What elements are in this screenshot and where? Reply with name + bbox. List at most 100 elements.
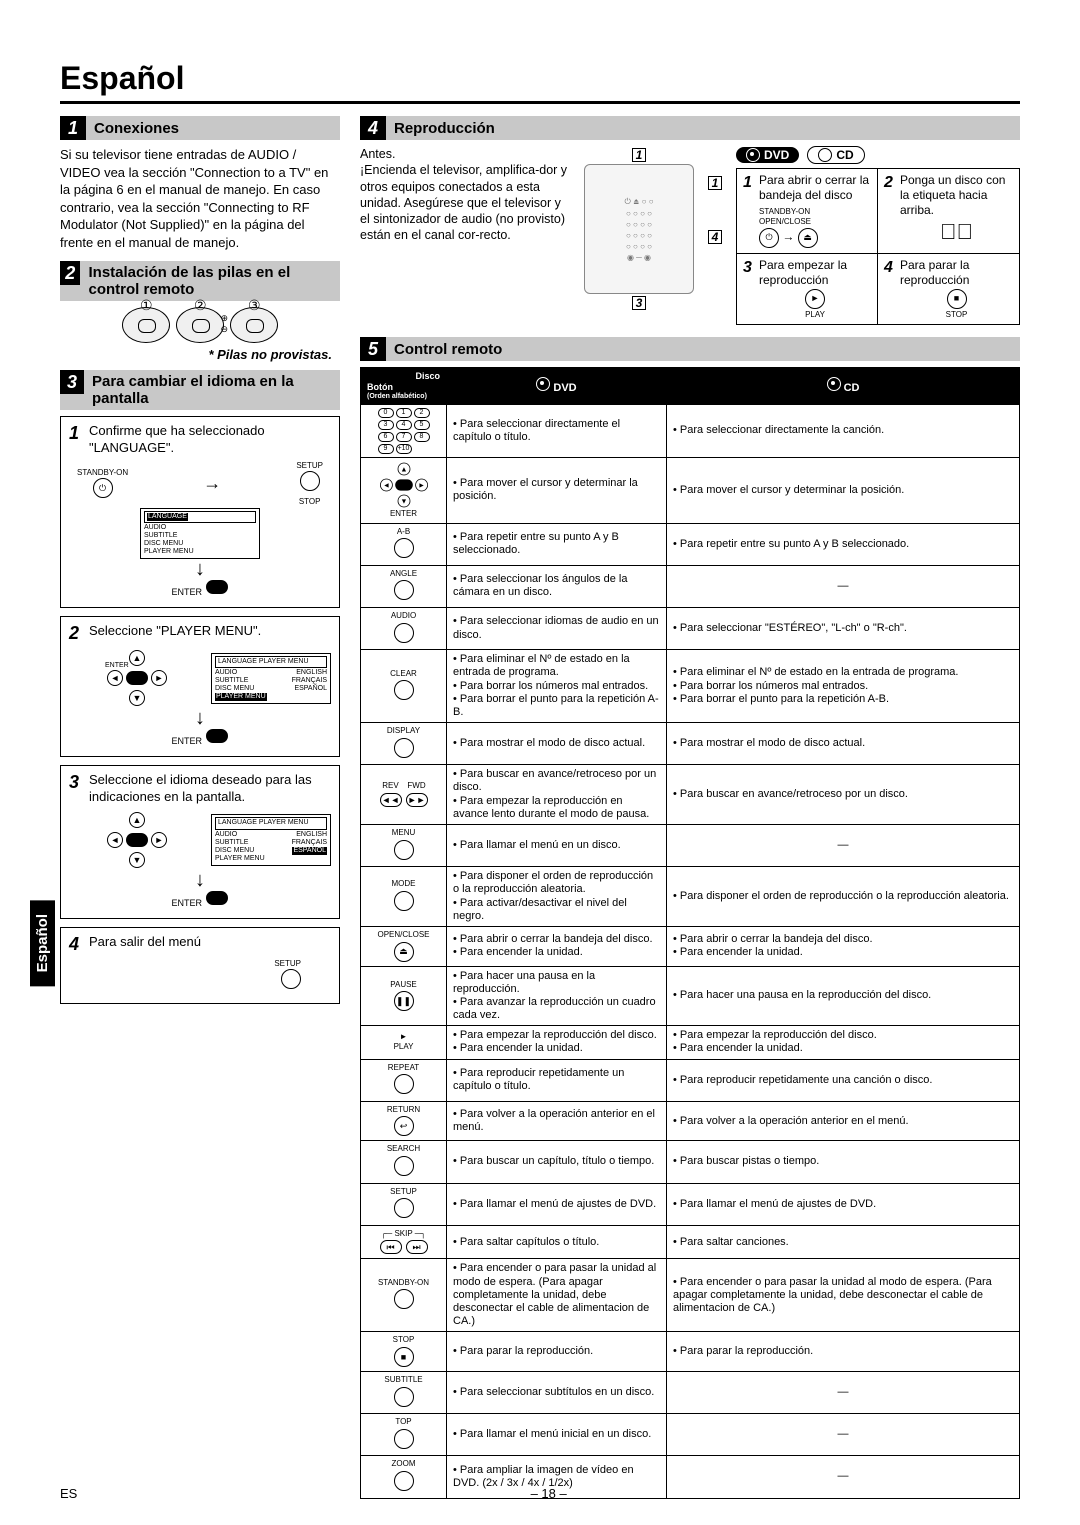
setup-label: SETUP [296, 461, 323, 470]
step-2: 2 Seleccione "PLAYER MENU". ▲▼◄► ENTER L… [60, 616, 340, 757]
stop-icon: ■ [947, 289, 967, 309]
g3n: 3 [743, 258, 755, 278]
button-cell: OPEN/CLOSE⏏ [361, 926, 447, 966]
th-dvd-icon [536, 377, 550, 391]
cd-cell: • Para hacer una pausa en la reproducció… [667, 966, 1020, 1026]
table-row: SEARCH• Para buscar un capítulo, título … [361, 1141, 1020, 1183]
dvd-cell: • Para hacer una pausa en la reproducció… [447, 966, 667, 1026]
step-3: 3 Seleccione el idioma deseado para las … [60, 765, 340, 919]
menu-audio: AUDIO [144, 524, 256, 532]
cd-cell: • Para eliminar el Nº de estado en la en… [667, 650, 1020, 723]
dvd-cell: • Para mover el cursor y determinar la p… [447, 457, 667, 523]
dvd-cell: • Para seleccionar subtítulos en un disc… [447, 1371, 667, 1413]
dvd-cell: • Para abrir o cerrar la bandeja del dis… [447, 926, 667, 966]
setup-button-icon [300, 471, 320, 491]
button-cell: RETURN↩ [361, 1101, 447, 1141]
cd-cell: • Para disponer el orden de reproducción… [667, 867, 1020, 927]
dvd-cell: • Para volver a la operación anterior en… [447, 1101, 667, 1141]
button-cell: ►PLAY [361, 1026, 447, 1059]
disc-icon [746, 148, 760, 162]
footer: ES – 18 – [60, 1486, 1020, 1501]
menu-discmenu: DISC MENU [144, 540, 256, 548]
standby-icon: ⏻ [759, 228, 779, 248]
arrow-down-icon-3: ↓ [69, 872, 331, 888]
footer-left: ES [60, 1486, 77, 1501]
open-icon: ⏏ [798, 228, 818, 248]
standby-label: STANDBY-ON [77, 468, 128, 477]
dvd-cell: • Para saltar capítulos o título. [447, 1225, 667, 1259]
g1n: 1 [743, 173, 755, 193]
section-4-num: 4 [360, 116, 386, 140]
table-row: AUDIO• Para seleccionar idiomas de audio… [361, 607, 1020, 649]
dvd-cell: • Para seleccionar idiomas de audio en u… [447, 607, 667, 649]
cd-cell: • Para llamar el menú de ajustes de DVD. [667, 1183, 1020, 1225]
remote-graphic: ⏻ ⏏ ○ ○ ○ ○ ○ ○ ○ ○ ○ ○ ○ ○ ○ ○ ○ ○ ○ ○ … [584, 164, 694, 294]
enter-label-3: ENTER [171, 898, 202, 908]
menu-screen-3: LANGUAGE PLAYER MENU AUDIOENGLISH SUBTIT… [211, 814, 331, 865]
step-3-num: 3 [69, 772, 83, 793]
table-row: CLEAR• Para eliminar el Nº de estado en … [361, 650, 1020, 723]
stop-label: STOP [296, 497, 323, 506]
enter-label-2: ENTER [171, 736, 202, 746]
step-1: 1 Confirme que ha seleccionado "LANGUAGE… [60, 416, 340, 608]
callout-4r: 4 [708, 230, 722, 244]
button-cell: STOP■ [361, 1332, 447, 1372]
cd-cell: • Para reproducir repetidamente una canc… [667, 1059, 1020, 1101]
button-cell: STANDBY-ON [361, 1259, 447, 1332]
callout-1r: 1 [708, 176, 722, 190]
table-row: STOP■• Para parar la reproducción.• Para… [361, 1332, 1020, 1372]
step-1-text: Confirme que ha seleccionado "LANGUAGE". [89, 423, 331, 457]
cd-cell: — [667, 825, 1020, 867]
cd-disc-icon [818, 148, 832, 162]
playback-row: Antes. ¡Encienda el televisor, amplifica… [360, 146, 1020, 325]
table-row: RETURN↩• Para volver a la operación ante… [361, 1101, 1020, 1141]
table-row: ANGLE• Para seleccionar los ángulos de l… [361, 565, 1020, 607]
menu-subtitle: SUBTITLE [144, 532, 256, 540]
table-row: ┌─ SKIP ─┐⏮⏭• Para saltar capítulos o tí… [361, 1225, 1020, 1259]
menu-screen-1: LANGUAGE AUDIO SUBTITLE DISC MENU PLAYER… [140, 508, 260, 559]
setup-label-2: SETUP [69, 959, 301, 968]
arrow-cluster-2: ▲▼◄► ENTER [107, 648, 167, 708]
step-2-text: Seleccione "PLAYER MENU". [89, 623, 331, 640]
playback-intro: ¡Encienda el televisor, amplifica-dor y … [360, 162, 570, 243]
dvd-cell: • Para eliminar el Nº de estado en la en… [447, 650, 667, 723]
th-dvd: DVD [447, 368, 667, 405]
cd-label: CD [836, 148, 853, 162]
antes-label: Antes. [360, 146, 570, 162]
cd-cell: — [667, 1371, 1020, 1413]
button-cell: CLEAR [361, 650, 447, 723]
table-row: MODE• Para disponer el orden de reproduc… [361, 867, 1020, 927]
cd-cell: • Para buscar en avance/retroceso por un… [667, 765, 1020, 825]
button-cell: REV◄◄FWD►► [361, 765, 447, 825]
table-row: PAUSE❚❚• Para hacer una pausa en la repr… [361, 966, 1020, 1026]
button-cell: ▲▼◄►ENTER [361, 457, 447, 523]
dvd-cell: • Para parar la reproducción. [447, 1332, 667, 1372]
button-cell: TOP [361, 1414, 447, 1456]
dvd-cd-pills: DVD CD [736, 146, 1020, 164]
step-3-text: Seleccione el idioma deseado para las in… [89, 772, 331, 806]
table-row: 0123456789+10• Para seleccionar directam… [361, 404, 1020, 457]
section-5-title: Control remoto [394, 341, 502, 358]
table-row: STANDBY-ON • Para encender o para pasar l… [361, 1259, 1020, 1332]
th-cd: CD [667, 368, 1020, 405]
cd-cell: • Para parar la reproducción. [667, 1332, 1020, 1372]
dvd-cell: • Para mostrar el modo de disco actual. [447, 723, 667, 765]
cd-cell: — [667, 1414, 1020, 1456]
setup-button-icon-2 [281, 969, 301, 989]
section-2-title: Instalación de las pilas en el control r… [88, 261, 334, 301]
cd-cell: • Para mover el cursor y determinar la p… [667, 457, 1020, 523]
button-cell: REPEAT [361, 1059, 447, 1101]
g3-text: Para empezar la reproducción [759, 258, 871, 288]
g2n: 2 [884, 173, 896, 193]
cd-cell: — [667, 565, 1020, 607]
section-5-head: 5 Control remoto [360, 337, 1020, 361]
section-3-head: 3 Para cambiar el idioma en la pantalla [60, 370, 340, 410]
enter-label-1: ENTER [171, 587, 202, 597]
g4-text: Para parar la reproducción [900, 258, 1013, 288]
section-2-head: 2 Instalación de las pilas en el control… [60, 261, 340, 301]
cd-cell: • Para encender o para pasar la unidad a… [667, 1259, 1020, 1332]
th-cd-icon [827, 377, 841, 391]
dvd-cell: • Para disponer el orden de reproducción… [447, 867, 667, 927]
section-1-title: Conexiones [94, 120, 179, 137]
step-1-num: 1 [69, 423, 83, 444]
